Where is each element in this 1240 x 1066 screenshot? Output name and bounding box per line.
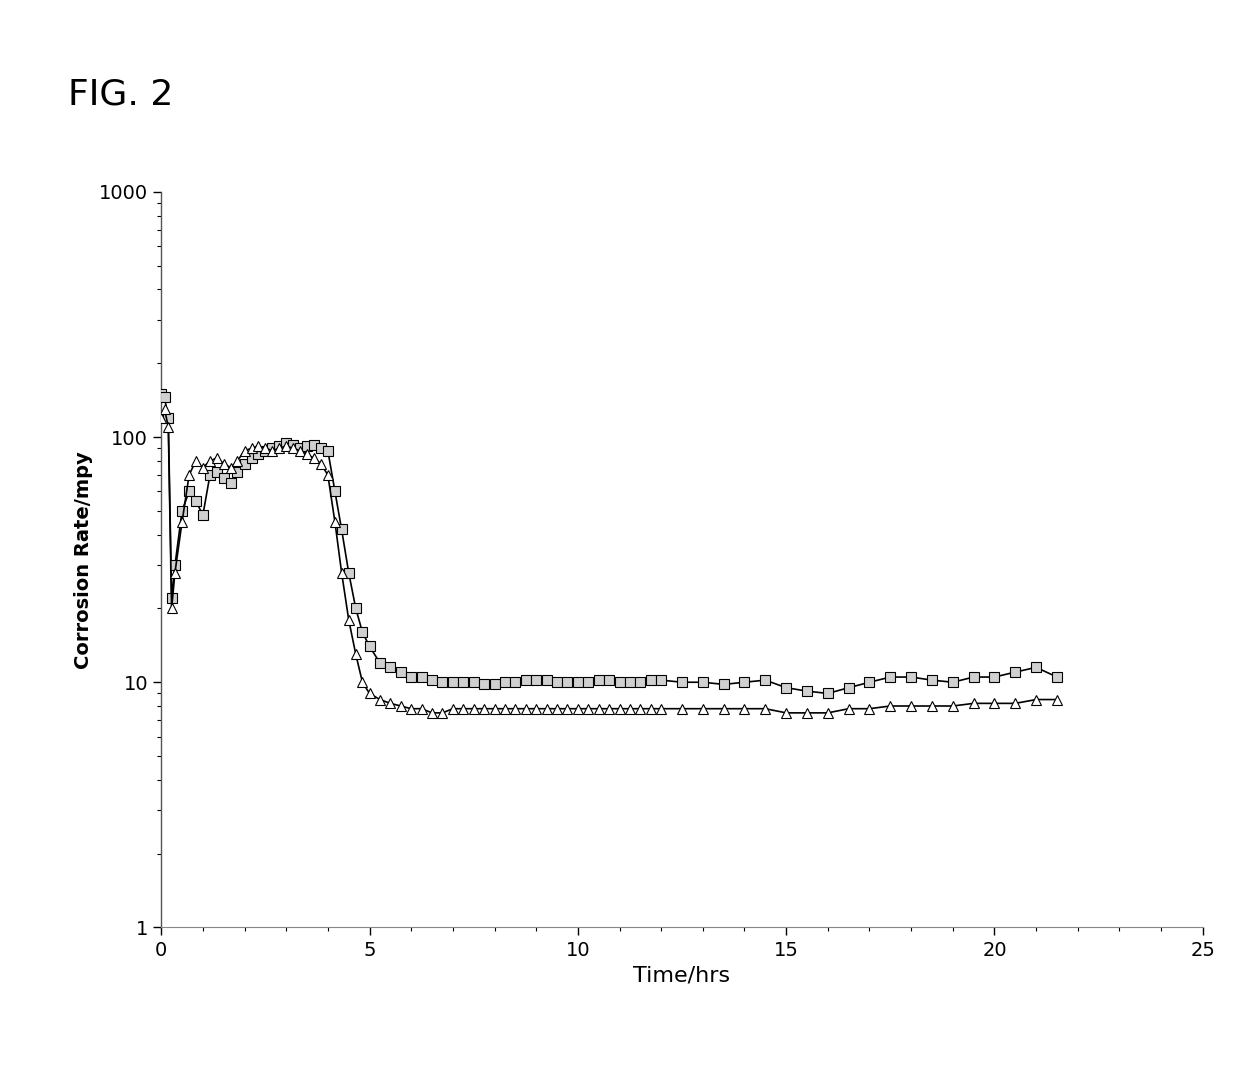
X-axis label: Time/hrs: Time/hrs bbox=[634, 965, 730, 985]
Text: FIG. 2: FIG. 2 bbox=[68, 78, 174, 112]
Y-axis label: Corrosion Rate/mpy: Corrosion Rate/mpy bbox=[74, 451, 93, 668]
